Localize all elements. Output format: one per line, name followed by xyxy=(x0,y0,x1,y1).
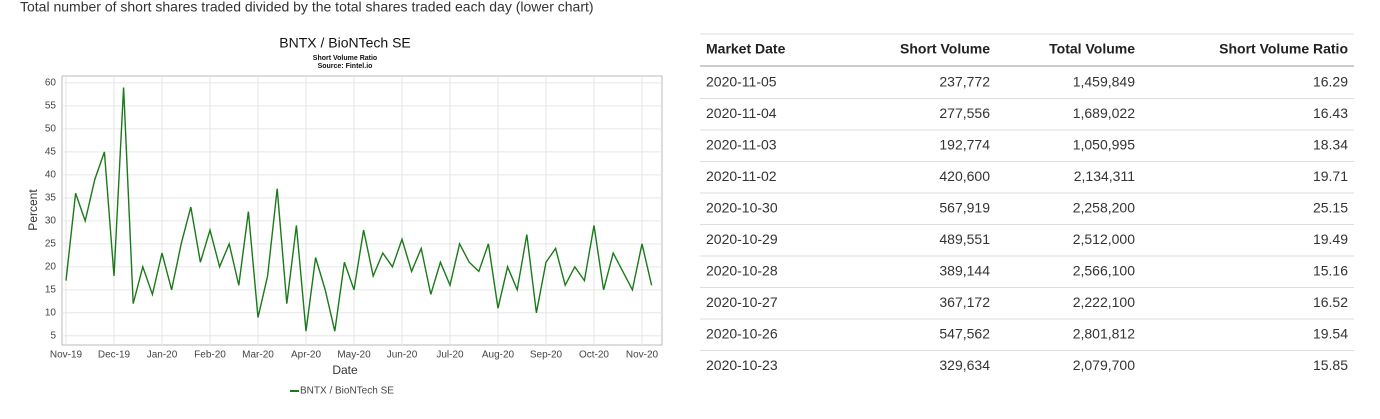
table-cell: 15.16 xyxy=(1313,263,1348,279)
table-cell: 19.71 xyxy=(1313,168,1348,184)
y-tick-label: 10 xyxy=(45,307,57,318)
table-cell: 15.85 xyxy=(1313,357,1348,373)
y-tick-label: 5 xyxy=(50,330,56,341)
table-cell: 2020-11-04 xyxy=(706,105,777,121)
table-cell: 2020-10-27 xyxy=(706,294,778,310)
table-cell: 18.34 xyxy=(1313,137,1348,153)
table-cell: 277,556 xyxy=(939,105,990,121)
y-axis-label: Percent xyxy=(26,189,40,231)
table-cell: 1,459,849 xyxy=(1073,74,1135,90)
table-cell: 1,050,995 xyxy=(1073,137,1135,153)
table-cell: 2,222,100 xyxy=(1073,294,1135,310)
table-cell: 420,600 xyxy=(939,168,990,184)
x-tick-label: Aug-20 xyxy=(482,350,515,361)
column-header: Market Date xyxy=(706,41,786,57)
y-tick-label: 30 xyxy=(45,215,57,226)
table-cell: 2020-10-29 xyxy=(706,231,778,247)
y-tick-label: 35 xyxy=(45,192,57,203)
table-cell: 16.52 xyxy=(1313,294,1348,310)
plot-frame xyxy=(61,75,663,346)
y-tick-label: 25 xyxy=(45,238,57,249)
table-cell: 192,774 xyxy=(939,137,990,153)
x-tick-label: Oct-20 xyxy=(579,350,609,361)
x-tick-label: Feb-20 xyxy=(194,350,226,361)
data-line xyxy=(65,87,653,332)
table-cell: 2,079,700 xyxy=(1073,357,1135,373)
y-tick-label: 60 xyxy=(45,78,57,89)
x-tick-label: May-20 xyxy=(337,350,371,361)
table-cell: 2,801,812 xyxy=(1073,326,1135,342)
x-tick-label: Jun-20 xyxy=(387,350,418,361)
table-cell: 2,512,000 xyxy=(1073,231,1135,247)
x-tick-label: Nov-19 xyxy=(50,350,83,361)
table-cell: 1,689,022 xyxy=(1073,105,1135,121)
table-cell: 19.49 xyxy=(1313,231,1348,247)
y-tick-label: 20 xyxy=(45,261,57,272)
legend-label: BNTX / BioNTech SE xyxy=(300,386,394,397)
chart-source: Source: Fintel.io xyxy=(318,63,373,70)
chart-title: BNTX / BioNTech SE xyxy=(279,35,411,51)
y-tick-label: 50 xyxy=(45,124,57,135)
column-header: Total Volume xyxy=(1049,41,1135,57)
table-cell: 16.29 xyxy=(1313,74,1348,90)
table-cell: 367,172 xyxy=(939,294,990,310)
table-cell: 2020-11-05 xyxy=(706,74,777,90)
page-title: Total number of short shares traded divi… xyxy=(20,0,594,15)
column-header: Short Volume xyxy=(900,41,990,57)
table-cell: 389,144 xyxy=(939,263,990,279)
table-cell: 2,134,311 xyxy=(1074,168,1135,184)
table-cell: 2020-10-26 xyxy=(706,326,778,342)
y-tick-label: 15 xyxy=(45,284,57,295)
x-tick-label: Sep-20 xyxy=(530,350,563,361)
x-axis-label: Date xyxy=(332,363,358,377)
table-cell: 2,566,100 xyxy=(1073,263,1135,279)
table-cell: 2020-10-23 xyxy=(706,357,778,373)
x-tick-label: Apr-20 xyxy=(291,350,321,361)
table-cell: 547,562 xyxy=(939,326,990,342)
x-tick-label: Jan-20 xyxy=(147,350,178,361)
x-tick-label: Jul-20 xyxy=(436,350,464,361)
table-cell: 2020-11-02 xyxy=(706,168,777,184)
chart-subtitle: Short Volume Ratio xyxy=(313,55,377,62)
y-tick-label: 40 xyxy=(45,170,57,181)
table-cell: 2,258,200 xyxy=(1073,200,1135,216)
x-tick-label: Dec-19 xyxy=(98,350,131,361)
y-tick-label: 45 xyxy=(45,147,57,158)
table-cell: 2020-10-30 xyxy=(706,200,778,216)
table-cell: 2020-11-03 xyxy=(706,137,777,153)
table-cell: 16.43 xyxy=(1313,105,1348,121)
y-tick-label: 55 xyxy=(45,101,57,112)
table-cell: 489,551 xyxy=(939,231,990,247)
column-header: Short Volume Ratio xyxy=(1219,41,1348,57)
table-cell: 237,772 xyxy=(939,74,990,90)
table-cell: 2020-10-28 xyxy=(706,263,778,279)
x-tick-label: Nov-20 xyxy=(626,350,659,361)
table-cell: 25.15 xyxy=(1313,200,1348,216)
table-cell: 19.54 xyxy=(1313,326,1348,342)
table-cell: 567,919 xyxy=(939,200,990,216)
table-cell: 329,634 xyxy=(939,357,990,373)
x-tick-label: Mar-20 xyxy=(242,350,274,361)
